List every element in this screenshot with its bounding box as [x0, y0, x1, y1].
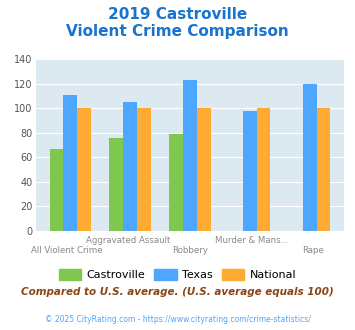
Bar [303, 84, 317, 231]
Text: 2019 Castroville: 2019 Castroville [108, 7, 247, 22]
Bar [169, 134, 183, 231]
Text: All Violent Crime: All Violent Crime [31, 246, 102, 255]
Text: © 2025 CityRating.com - https://www.cityrating.com/crime-statistics/: © 2025 CityRating.com - https://www.city… [45, 315, 310, 324]
Bar [243, 111, 257, 231]
Bar [197, 109, 211, 231]
Bar [317, 109, 330, 231]
Text: Violent Crime Comparison: Violent Crime Comparison [66, 24, 289, 39]
Bar [137, 109, 151, 231]
Bar [50, 149, 63, 231]
Bar [77, 109, 91, 231]
Text: Compared to U.S. average. (U.S. average equals 100): Compared to U.S. average. (U.S. average … [21, 287, 334, 297]
Text: Robbery: Robbery [172, 246, 208, 255]
Bar [257, 109, 271, 231]
Bar [123, 102, 137, 231]
Bar [183, 80, 197, 231]
Bar [109, 138, 123, 231]
Text: Aggravated Assault: Aggravated Assault [86, 236, 170, 245]
Legend: Castroville, Texas, National: Castroville, Texas, National [54, 265, 301, 285]
Text: Rape: Rape [302, 246, 324, 255]
Bar [63, 95, 77, 231]
Text: Murder & Mans...: Murder & Mans... [215, 236, 289, 245]
